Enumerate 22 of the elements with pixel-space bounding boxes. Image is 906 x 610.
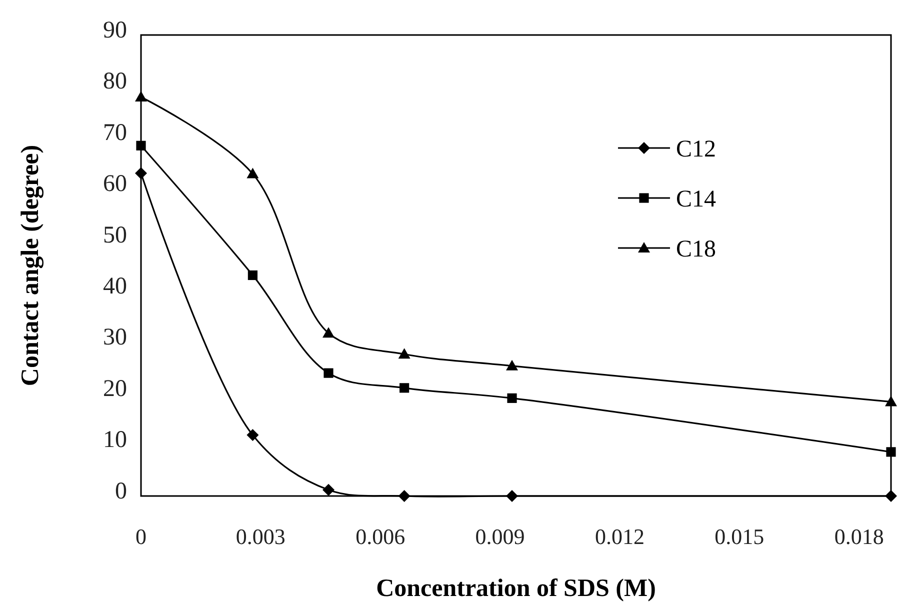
y-tick-label: 80 [103,68,127,95]
legend-label: C12 [676,136,716,162]
y-tick-label: 0 [115,478,127,504]
y-tick-label: 10 [103,427,127,454]
y-axis-title: Contact angle (degree) [17,144,44,386]
legend-label: C14 [676,186,716,212]
x-tick-label: 0.009 [475,524,525,549]
x-tick-label: 0.003 [236,524,286,549]
y-tick-label: 20 [103,376,127,402]
x-tick-label: 0.018 [834,524,884,549]
y-tick-label: 50 [103,222,127,248]
y-tick-label: 90 [103,17,127,44]
x-tick-label: 0.015 [714,524,764,549]
x-tick-label: 0.006 [356,524,406,549]
x-axis-title: Concentration of SDS (M) [376,575,656,602]
x-tick-label: 0.012 [594,524,644,549]
y-tick-label: 60 [103,171,127,198]
legend-label: C18 [676,236,716,262]
y-tick-label: 70 [103,120,127,146]
y-tick-label: 30 [103,324,127,351]
x-tick-label: 0 [136,524,146,549]
y-tick-label: 40 [103,274,127,300]
